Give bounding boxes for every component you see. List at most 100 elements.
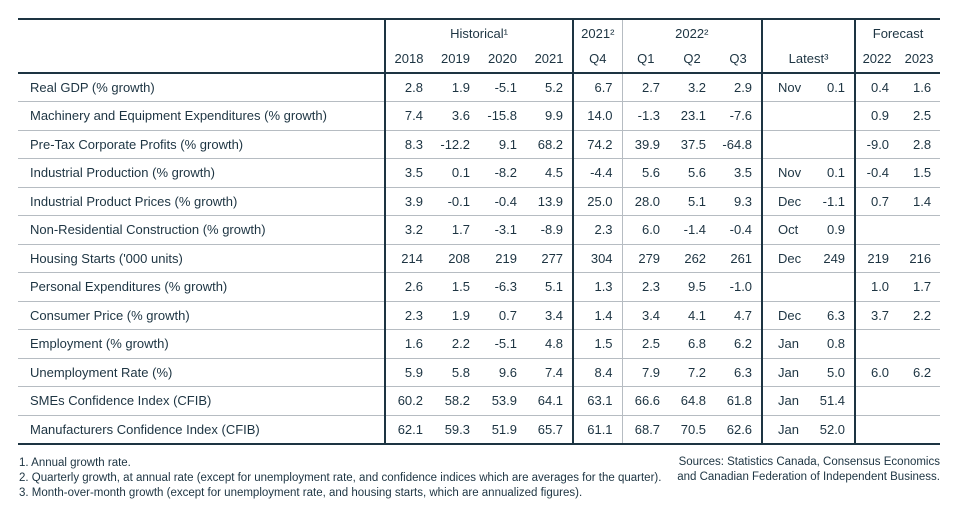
cell-latest-value: [810, 101, 857, 131]
table-row: Personal Expenditures (% growth) 2.6 1.5 -6…: [18, 272, 941, 302]
cell-2021: 64.1: [526, 386, 575, 416]
header-group-historical: Historical¹: [385, 19, 575, 45]
cell-q4-2021: 63.1: [573, 386, 623, 416]
cell-q4-2021: 2.3: [573, 215, 623, 245]
cell-2020: -3.1: [479, 215, 526, 245]
cell-forecast-2023: 2.5: [898, 101, 941, 131]
cell-2020: 51.9: [491, 421, 517, 437]
cell-2021: 277: [526, 244, 575, 273]
cell-q3-2022: 9.3: [715, 187, 764, 216]
cell-2021: 3.4: [526, 301, 575, 330]
cell-q3-2022: 3.5: [715, 158, 764, 188]
row-label: Personal Expenditures (% growth): [18, 272, 386, 302]
cell-forecast-2022: 3.7: [855, 301, 899, 330]
cell-forecast-2022: -9.0: [855, 130, 899, 159]
cell-q2-2022: 7.2: [669, 358, 716, 387]
economic-indicators-table: Historical¹ 2021² 2022² Forecast 2018 20…: [18, 18, 941, 445]
row-label: SMEs Confidence Index (CFIB): [18, 386, 386, 416]
cell-q4-2021: 304: [573, 244, 623, 273]
cell-forecast-2023: 1.5: [898, 158, 941, 188]
cell-q3-2022: 62.6: [715, 415, 764, 444]
cell-latest-month: Jan: [762, 386, 811, 416]
cell-2019: -0.1: [432, 187, 479, 216]
row-label: Industrial Product Prices (% growth): [18, 187, 386, 216]
cell-forecast-2022: 0.9: [855, 101, 899, 131]
cell-2019: 3.6: [432, 101, 479, 131]
cell-forecast-2022: [855, 415, 898, 444]
cell-2019: 2.2: [432, 329, 479, 359]
cell-q3-2022: 6.2: [715, 329, 764, 359]
cell-q3-2022: 2.9: [715, 73, 764, 102]
cell-2021: 5.1: [526, 272, 575, 302]
cell-q3-2022: -7.6: [715, 101, 764, 131]
header-group-2022: 2022²: [622, 19, 764, 45]
header-q1: Q1: [622, 45, 670, 74]
cell-forecast-2022: 6.0: [855, 358, 899, 387]
cell-forecast-2023: [898, 329, 941, 359]
row-label: Housing Starts ('000 units): [18, 244, 386, 273]
cell-q1-2022: 28.0: [622, 187, 670, 216]
table-header: Historical¹ 2021² 2022² Forecast 2018 20…: [18, 19, 941, 74]
row-label: Machinery and Equipment Expenditures (% …: [18, 101, 386, 131]
cell-2019: 58.2: [432, 386, 479, 416]
cell-2021: 9.9: [526, 101, 575, 131]
cell-2020: -8.2: [479, 158, 526, 188]
cell-q4-2021: -4.4: [573, 158, 623, 188]
cell-latest-value: 0.1: [810, 158, 857, 188]
cell-q3-2022: -0.4: [715, 215, 764, 245]
cell-forecast-2023: [898, 215, 941, 245]
cell-2018: 62.1: [397, 421, 423, 437]
row-label: Employment (% growth): [18, 329, 386, 359]
cell-latest-month: Dec: [762, 301, 811, 330]
cell-forecast-2023: 2.2: [898, 301, 941, 330]
sources-line-1: Sources: Statistics Canada, Consensus Ec…: [678, 456, 940, 468]
cell-forecast-2023: 6.2: [898, 358, 941, 387]
table-row: SMEs Confidence Index (CFIB) 60.2 58.2 53.9…: [18, 386, 941, 416]
cell-forecast-2023: 1.7: [898, 272, 941, 302]
cell-q2-2022: 64.8: [669, 386, 716, 416]
cell-q1-2022: 7.9: [622, 358, 670, 387]
cell-2021: 5.2: [526, 73, 575, 102]
row-label: Pre-Tax Corporate Profits (% growth): [18, 130, 386, 159]
cell-q4-2021: 1.3: [573, 272, 623, 302]
cell-q4-2021: 6.7: [573, 73, 623, 102]
cell-forecast-2022: 219: [855, 244, 899, 273]
cell-latest-month: [762, 130, 811, 159]
cell-latest-value: 0.1: [810, 73, 857, 102]
cell-forecast-2023: 1.4: [898, 187, 941, 216]
table-row: Non-Residential Construction (% growth) 3…: [18, 215, 941, 245]
cell-forecast-2022: -0.4: [855, 158, 899, 188]
cell-2018: 2.8: [385, 73, 432, 102]
row-label: Manufacturers Confidence Index (CFIB): [18, 415, 386, 444]
cell-latest-month: Dec: [762, 244, 811, 273]
table-row: Industrial Production (% growth) 3.5 0.1 -8…: [18, 158, 941, 188]
cell-forecast-2022: [855, 215, 899, 245]
cell-q1-2022: 2.5: [622, 329, 670, 359]
cell-forecast-2023: [898, 386, 941, 416]
cell-2021: 65.7: [526, 415, 575, 444]
cell-2019: 1.5: [432, 272, 479, 302]
table-row: Housing Starts ('000 units) 214 208 219 277 3…: [18, 244, 941, 273]
cell-q1-2022: 66.6: [622, 386, 670, 416]
cell-q2-2022: 5.1: [669, 187, 716, 216]
cell-q2-2022: 6.8: [669, 329, 716, 359]
cell-2020: -15.8: [479, 101, 526, 131]
cell-2018: 2.3: [385, 301, 432, 330]
cell-latest-value: 0.9: [810, 215, 857, 245]
cell-forecast-2023: [898, 415, 940, 444]
cell-q3-2022: 261: [715, 244, 764, 273]
cell-latest-value: 6.3: [810, 301, 857, 330]
cell-forecast-2022: [855, 329, 899, 359]
cell-2020: 219: [479, 244, 526, 273]
header-q3: Q3: [715, 45, 764, 74]
cell-q4-2021: 1.5: [573, 329, 623, 359]
cell-q1-2022: 39.9: [622, 130, 670, 159]
cell-q3-2022: 4.7: [715, 301, 764, 330]
cell-latest-month: Oct: [762, 215, 811, 245]
table-row: Manufacturers Confidence Index (CFIB) 62.…: [18, 415, 940, 444]
header-q2: Q2: [669, 45, 716, 74]
header-latest: Latest³: [762, 45, 857, 74]
cell-q2-2022: 5.6: [669, 158, 716, 188]
footnote-1: 1. Annual growth rate.: [19, 457, 131, 469]
cell-forecast-2022: 0.7: [855, 187, 899, 216]
